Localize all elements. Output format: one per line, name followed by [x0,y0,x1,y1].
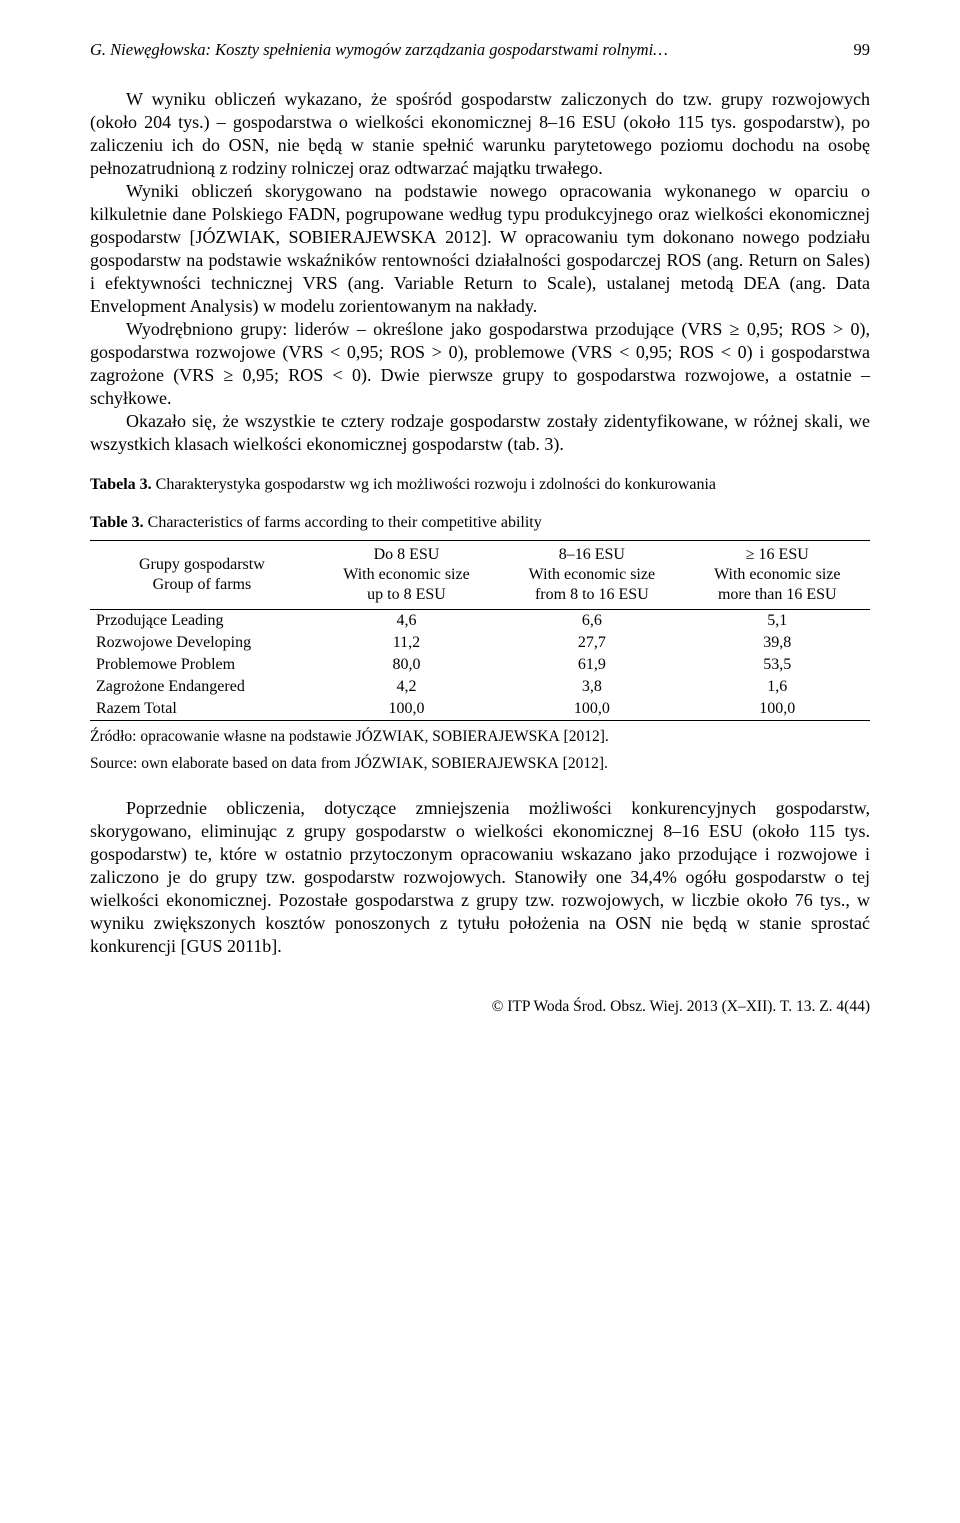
body-text-2: Poprzednie obliczenia, dotyczące zmniejs… [90,797,870,958]
body-text: W wyniku obliczeń wykazano, że spośród g… [90,88,870,457]
col-header-upto8: Do 8 ESU With economic size up to 8 ESU [314,541,499,610]
col-header-8to16: 8–16 ESU With economic size from 8 to 16… [499,541,684,610]
table-source-en: Source: own elaborate based on data from… [90,754,870,775]
page-number: 99 [854,40,871,60]
paragraph-1: W wyniku obliczeń wykazano, że spośród g… [90,88,870,180]
table-caption-en: Table 3. Characteristics of farms accord… [90,513,870,534]
table-body: Przodujące Leading 4,6 6,6 5,1 Rozwojowe… [90,610,870,721]
table-source-pl: Źródło: opracowanie własne na podstawie … [90,727,870,748]
paragraph-2: Wyniki obliczeń skorygowano na podstawie… [90,180,870,318]
table-row: Rozwojowe Developing 11,2 27,7 39,8 [90,632,870,654]
running-title: G. Niewęgłowska: Koszty spełnienia wymog… [90,40,668,60]
table-row: Przodujące Leading 4,6 6,6 5,1 [90,610,870,633]
table-caption-pl: Tabela 3. Charakterystyka gospodarstw wg… [90,475,870,496]
footer: © ITP Woda Środ. Obsz. Wiej. 2013 (X–XII… [90,998,870,1016]
table-row: Razem Total 100,0 100,0 100,0 [90,698,870,721]
table-row: Zagrożone Endangered 4,2 3,8 1,6 [90,676,870,698]
paragraph-3: Wyodrębniono grupy: liderów – określone … [90,318,870,410]
col-header-groups: Grupy gospodarstw Group of farms [90,541,314,610]
table-row: Problemowe Problem 80,0 61,9 53,5 [90,654,870,676]
paragraph-5: Poprzednie obliczenia, dotyczące zmniejs… [90,797,870,958]
running-head: G. Niewęgłowska: Koszty spełnienia wymog… [90,40,870,60]
paragraph-4: Okazało się, że wszystkie te cztery rodz… [90,410,870,456]
characteristics-table: Grupy gospodarstw Group of farms Do 8 ES… [90,540,870,721]
col-header-over16: ≥ 16 ESU With economic size more than 16… [685,541,870,610]
